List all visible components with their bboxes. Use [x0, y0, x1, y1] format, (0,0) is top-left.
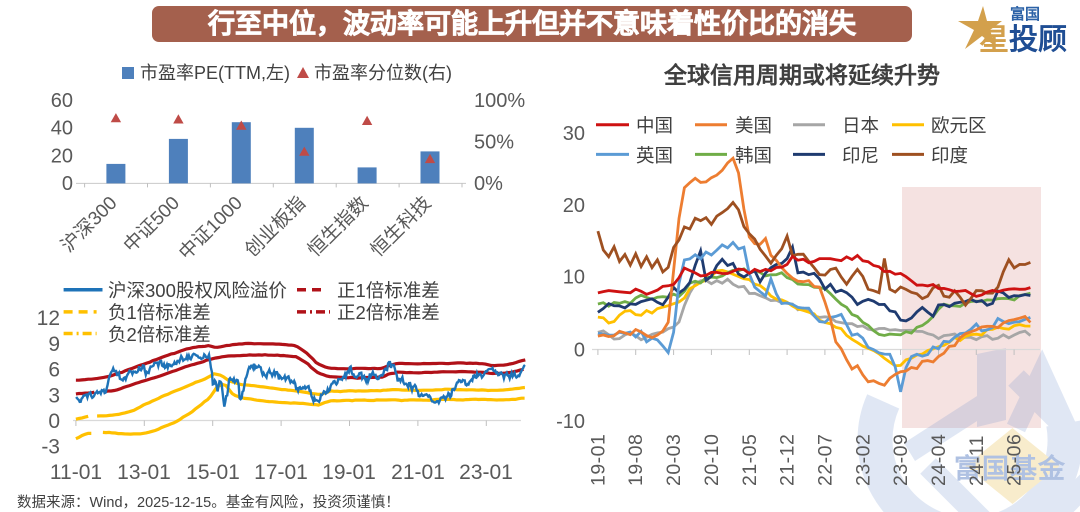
svg-text:6: 6 — [48, 359, 60, 382]
svg-text:10: 10 — [563, 267, 585, 289]
svg-text:中证500: 中证500 — [119, 192, 184, 257]
svg-text:23-02: 23-02 — [852, 434, 874, 486]
svg-text:40: 40 — [51, 118, 73, 140]
svg-text:30: 30 — [563, 123, 585, 145]
svg-text:21-12: 21-12 — [777, 434, 799, 486]
svg-text:正2倍标准差: 正2倍标准差 — [337, 302, 440, 323]
svg-text:20: 20 — [563, 195, 585, 217]
svg-text:英国: 英国 — [636, 145, 673, 166]
svg-text:0: 0 — [574, 340, 585, 362]
svg-text:12: 12 — [37, 307, 60, 330]
svg-text:0: 0 — [48, 410, 60, 433]
svg-text:20-03: 20-03 — [663, 434, 685, 486]
svg-text:恒生指数: 恒生指数 — [303, 192, 372, 261]
svg-text:60: 60 — [51, 90, 73, 112]
svg-text:23-09: 23-09 — [890, 434, 912, 486]
svg-text:沪深300股权风险溢价: 沪深300股权风险溢价 — [108, 280, 287, 301]
svg-text:负2倍标准差: 负2倍标准差 — [108, 324, 211, 345]
svg-text:韩国: 韩国 — [735, 145, 772, 166]
svg-text:19-08: 19-08 — [625, 434, 647, 486]
svg-text:25-06: 25-06 — [1004, 434, 1026, 486]
svg-text:富国: 富国 — [1010, 5, 1040, 23]
svg-text:创业板指: 创业板指 — [241, 192, 310, 261]
svg-text:0%: 0% — [474, 173, 503, 195]
svg-text:21-05: 21-05 — [739, 434, 761, 486]
svg-text:印度: 印度 — [931, 145, 968, 166]
svg-text:恒生科技: 恒生科技 — [366, 192, 435, 261]
svg-text:22-07: 22-07 — [814, 434, 836, 486]
svg-text:0: 0 — [62, 173, 73, 195]
svg-text:20-10: 20-10 — [701, 434, 723, 486]
svg-text:9: 9 — [48, 333, 60, 356]
svg-text:正1倍标准差: 正1倍标准差 — [337, 280, 440, 301]
svg-text:星: 星 — [979, 24, 1009, 56]
svg-text:-3: -3 — [41, 436, 60, 459]
svg-text:印尼: 印尼 — [842, 145, 879, 166]
svg-text:日本: 日本 — [842, 115, 879, 136]
svg-text:负1倍标准差: 负1倍标准差 — [108, 302, 211, 323]
svg-text:24-11: 24-11 — [966, 435, 988, 486]
svg-text:100%: 100% — [474, 90, 525, 112]
svg-text:24-04: 24-04 — [928, 434, 950, 486]
svg-text:市盈率分位数(右): 市盈率分位数(右) — [314, 63, 452, 83]
svg-text:欧元区: 欧元区 — [931, 115, 987, 136]
svg-text:富国基金: 富国基金 — [954, 453, 1066, 484]
svg-text:20: 20 — [51, 146, 73, 168]
svg-text:沪深300: 沪深300 — [57, 192, 122, 257]
svg-text:投顾: 投顾 — [1009, 23, 1067, 56]
svg-text:-10: -10 — [556, 411, 585, 433]
svg-text:50%: 50% — [474, 132, 514, 154]
svg-text:3: 3 — [48, 384, 60, 407]
svg-text:中国: 中国 — [636, 115, 673, 136]
svg-text:全球信用周期或将延续升势: 全球信用周期或将延续升势 — [663, 62, 940, 88]
svg-text:市盈率PE(TTM,左): 市盈率PE(TTM,左) — [140, 63, 290, 83]
svg-text:19-01: 19-01 — [587, 434, 609, 486]
svg-text:美国: 美国 — [735, 115, 772, 136]
svg-text:中证1000: 中证1000 — [175, 192, 247, 264]
